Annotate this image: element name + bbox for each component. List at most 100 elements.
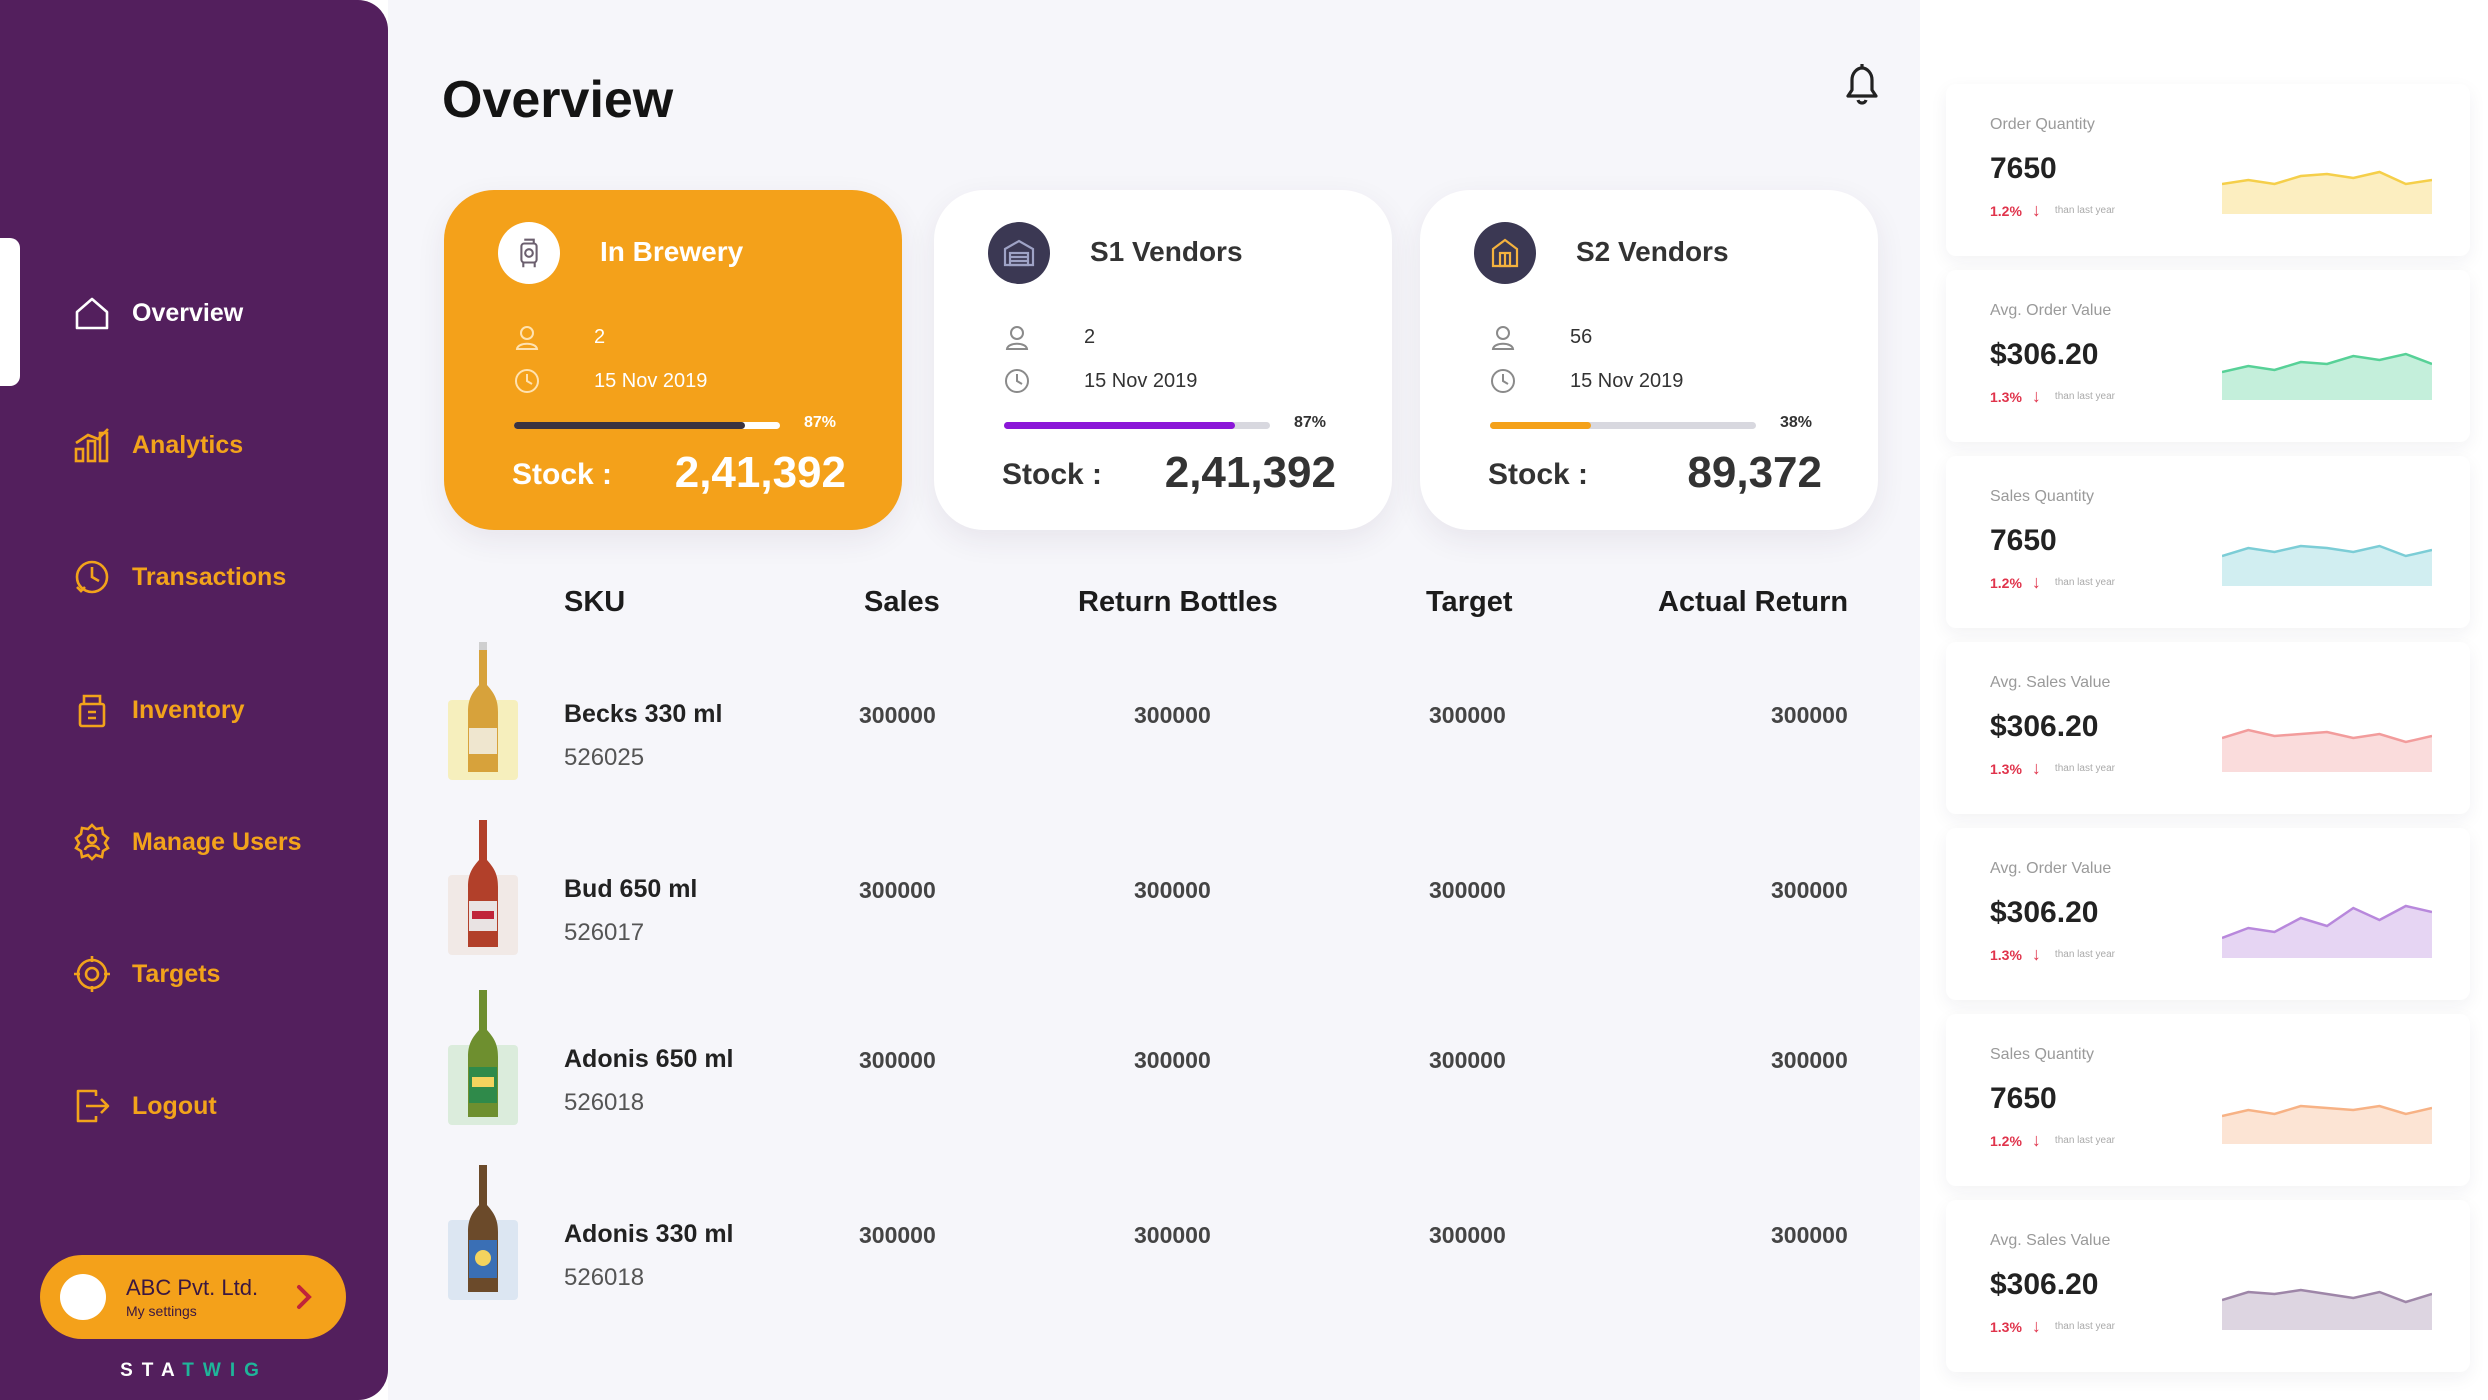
arrow-down-icon: ↓ [2031,1316,2041,1336]
stat-label: Sales Quantity [1990,488,2095,505]
sidebar-item-label: Overview [132,298,244,327]
stat-card[interactable]: Sales Quantity 7650 1.2% ↓ than last year [1946,1014,2470,1186]
stat-value: 7650 [1990,1082,2057,1115]
sparkline-chart [2222,352,2432,400]
column-header-sku[interactable]: SKU [564,586,626,618]
sku-name: Adonis 330 ml [564,1220,734,1248]
inventory-icon [70,688,114,732]
beer-bottle-image [448,642,518,780]
actual-return-cell: 300000 [1771,1222,1848,1248]
stat-card[interactable]: Avg. Order Value $306.20 1.3% ↓ than last … [1946,828,2470,1000]
s2-vendors-card[interactable]: S2 Vendors 56 15 Nov 2019 38% Stock : 89… [1420,190,1878,530]
manage-users-icon [70,820,114,864]
sparkline-line [2222,352,2432,374]
stat-value: $306.20 [1990,896,2099,929]
sku-name: Adonis 650 ml [564,1045,734,1073]
sidebar-item-label: Manage Users [132,827,302,856]
stat-card[interactable]: Order Quantity 7650 1.2% ↓ than last year [1946,84,2470,256]
stat-value: $306.20 [1990,710,2099,743]
stock-value: 2,41,392 [674,448,846,497]
actual-return-cell: 300000 [1771,877,1848,903]
actual-return-cell: 300000 [1771,1047,1848,1073]
stat-label: Avg. Sales Value [1990,674,2111,691]
sku-code: 526018 [564,1089,645,1116]
sales-cell: 300000 [859,702,936,728]
stat-card[interactable]: Avg. Order Value $306.20 1.3% ↓ than last … [1946,270,2470,442]
table-row[interactable]: Adonis 650 ml 526018 300000 300000 30000… [388,985,1920,1145]
transactions-icon [70,555,114,599]
sparkline-area [2222,1290,2432,1330]
sparkline-chart [2222,1288,2432,1330]
notification-bell-icon[interactable] [1834,56,1890,112]
table-row[interactable]: Adonis 330 ml 526018 300000 300000 30000… [388,1160,1920,1320]
clock-icon [1005,369,1029,393]
active-nav-indicator [0,238,20,386]
main-content: Overview In Brewery 2 15 Nov 2019 87% St… [388,0,1920,1400]
arrow-down-icon: ↓ [2031,386,2041,406]
arrow-down-icon: ↓ [2031,200,2041,220]
stat-note: than last year [2054,763,2115,774]
actual-return-cell: 300000 [1771,702,1848,728]
sparkline-chart [2222,1104,2432,1144]
card-title: S2 Vendors [1576,236,1729,267]
card-date: 15 Nov 2019 [1570,369,1684,392]
sparkline-area [2222,354,2432,400]
sales-cell: 300000 [859,1222,936,1248]
stat-note: than last year [2054,949,2115,960]
column-header-sales[interactable]: Sales [864,586,940,618]
card-date: 15 Nov 2019 [594,369,708,392]
sidebar-item-targets[interactable]: Targets [70,944,220,1004]
shop-icon [1474,222,1536,284]
sidebar-item-label: Transactions [132,562,287,591]
sidebar-item-analytics[interactable]: Analytics [70,415,243,475]
stock-label: Stock : [512,458,613,491]
stat-value: 7650 [1990,152,2057,185]
stat-card[interactable]: Avg. Sales Value $306.20 1.3% ↓ than last … [1946,642,2470,814]
stat-note: than last year [2054,391,2115,402]
account-settings-button[interactable]: ABC Pvt. Ltd. My settings [40,1255,346,1339]
sku-code: 526025 [564,744,645,771]
stock-label: Stock : [1488,458,1589,491]
column-header-target[interactable]: Target [1426,586,1513,618]
account-name: ABC Pvt. Ltd. [126,1275,259,1300]
analytics-icon [70,423,114,467]
location-icon [1491,326,1515,350]
table-row[interactable]: Bud 650 ml 526017 300000 300000 300000 3… [388,815,1920,975]
sidebar-item-inventory[interactable]: Inventory [70,680,245,740]
sidebar-item-overview[interactable]: Overview [70,283,243,343]
beer-bottle-image [448,1165,518,1300]
clock-icon [1491,369,1515,393]
sidebar-item-logout[interactable]: Logout [70,1076,217,1136]
card-count: 56 [1570,325,1593,348]
sparkline-line [2222,1104,2432,1118]
stat-note: than last year [2054,205,2115,216]
table-row[interactable]: Becks 330 ml 526025 300000 300000 300000… [388,640,1920,800]
sidebar-item-manage-users[interactable]: Manage Users [70,812,302,872]
return-bottles-cell: 300000 [1134,702,1211,728]
stat-card[interactable]: Avg. Sales Value $306.20 1.3% ↓ than last … [1946,1200,2470,1372]
sidebar-item-transactions[interactable]: Transactions [70,547,286,607]
sparkline-area [2222,906,2432,958]
stat-value: $306.20 [1990,338,2099,371]
location-icon [1005,326,1029,350]
stat-note: than last year [2054,1135,2115,1146]
card-title: In Brewery [600,236,744,267]
stat-value: 7650 [1990,524,2057,557]
stats-panel: Order Quantity 7650 1.2% ↓ than last year … [1920,0,2488,1400]
column-header-actual-return[interactable]: Actual Return [1658,586,1849,618]
arrow-down-icon: ↓ [2031,572,2041,592]
sidebar-item-label: Inventory [132,695,245,724]
column-header-return-bottles[interactable]: Return Bottles [1078,586,1278,618]
sku-code: 526017 [564,919,645,946]
s1-vendors-card[interactable]: S1 Vendors 2 15 Nov 2019 87% Stock : 2,4… [934,190,1392,530]
in-brewery-card[interactable]: In Brewery 2 15 Nov 2019 87% Stock : 2,4… [444,190,902,530]
account-subtitle: My settings [126,1303,197,1319]
stat-card[interactable]: Sales Quantity 7650 1.2% ↓ than last year [1946,456,2470,628]
target-cell: 300000 [1429,1047,1506,1073]
stat-label: Sales Quantity [1990,1046,2095,1063]
sparkline-line [2222,904,2432,940]
warehouse-icon [988,222,1050,284]
stat-change: 1.2% [1990,202,2022,219]
progress-label: 87% [804,414,837,431]
progress-bar [1490,422,1756,429]
